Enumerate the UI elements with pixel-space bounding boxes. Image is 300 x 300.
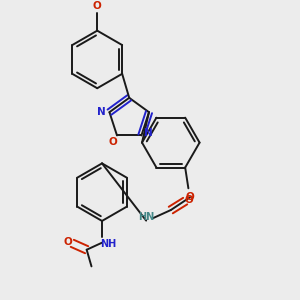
Text: O: O [184,196,194,206]
Text: O: O [109,137,118,148]
Text: O: O [92,1,101,10]
Text: HN: HN [138,212,154,222]
Text: N: N [97,106,106,116]
Text: O: O [186,192,194,202]
Text: NH: NH [100,239,116,250]
Text: O: O [63,237,72,247]
Text: N: N [144,128,153,138]
